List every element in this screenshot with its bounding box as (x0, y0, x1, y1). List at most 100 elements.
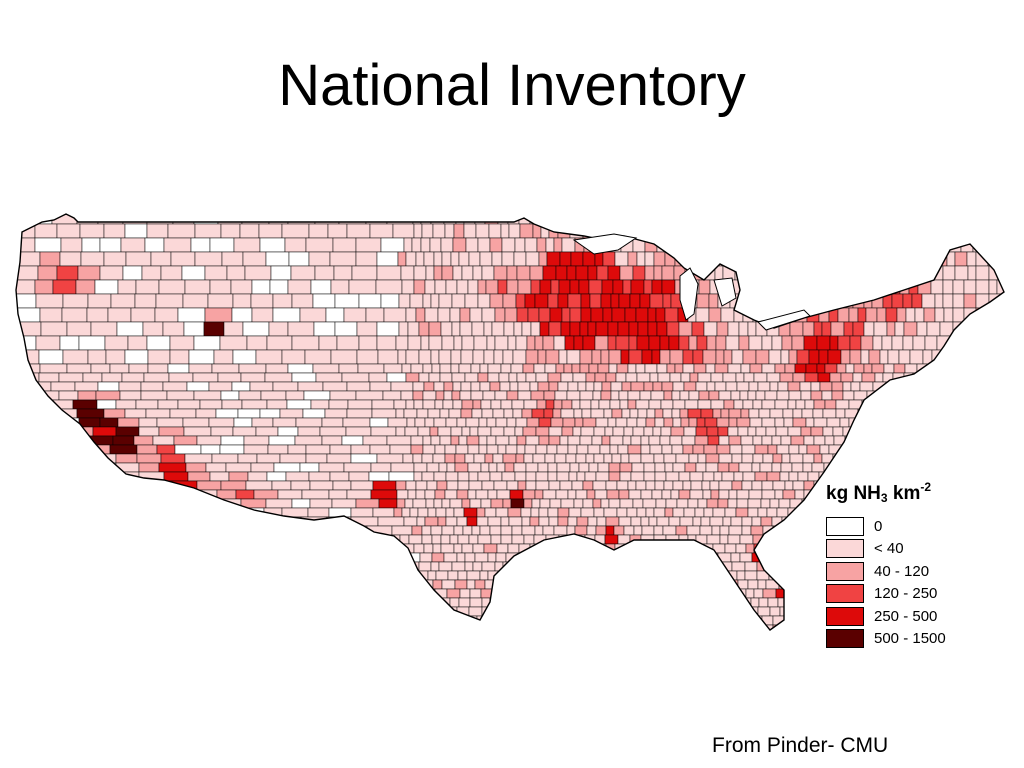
county-cell (558, 579, 570, 590)
county-cell (203, 570, 230, 581)
county-cell (497, 597, 511, 608)
county-cell (426, 615, 438, 626)
county-cell (676, 543, 686, 554)
county-cell (1001, 624, 1004, 630)
county-cell (641, 525, 655, 536)
county-cell (544, 588, 554, 599)
county-cell (279, 453, 307, 464)
county-cell (519, 606, 533, 617)
county-cell (742, 471, 756, 482)
county-cell (781, 516, 796, 527)
county-cell (635, 615, 650, 626)
county-cell (546, 251, 561, 267)
county-cell (664, 507, 674, 518)
county-cell (350, 453, 378, 464)
county-cell (714, 570, 727, 581)
county-cell (437, 516, 447, 527)
county-cell (358, 634, 383, 640)
county-cell (483, 349, 495, 365)
county-cell (636, 507, 647, 518)
county-cell (807, 471, 820, 482)
county-cell (654, 408, 664, 419)
county-cell (806, 588, 821, 599)
county-cell (511, 399, 525, 410)
county-cell (728, 435, 742, 446)
county-cell (562, 417, 576, 428)
county-cell (608, 471, 621, 482)
county-cell (412, 381, 425, 392)
county-cell (561, 634, 573, 640)
county-cell (571, 363, 581, 374)
county-cell (430, 597, 441, 608)
county-cell (553, 525, 568, 536)
county-cell (589, 293, 602, 309)
county-cell (747, 579, 759, 590)
county-cell (513, 588, 526, 599)
county-cell (566, 390, 581, 401)
county-cell (368, 471, 390, 482)
county-cell (425, 498, 435, 509)
county-cell (843, 279, 853, 295)
county-cell (16, 552, 39, 563)
county-cell (39, 307, 63, 323)
county-cell (385, 561, 407, 572)
county-cell (755, 390, 766, 401)
county-cell (642, 498, 657, 509)
county-cell (416, 408, 429, 419)
county-cell (395, 426, 406, 437)
county-cell (799, 237, 813, 253)
county-cell (749, 417, 763, 428)
county-cell (592, 390, 602, 401)
county-cell (478, 444, 488, 455)
county-cell (424, 279, 436, 295)
county-cell (641, 624, 656, 630)
county-cell (142, 321, 164, 337)
county-cell (183, 543, 212, 554)
county-cell (243, 444, 269, 455)
county-cell (646, 223, 659, 239)
county-cell (874, 390, 886, 401)
county-cell (766, 471, 781, 482)
county-cell (607, 624, 621, 630)
legend-label: 250 - 500 (874, 607, 938, 625)
county-cell (629, 408, 639, 419)
county-cell (772, 453, 783, 464)
county-cell (393, 399, 407, 410)
county-cell (529, 579, 541, 590)
county-cell (655, 307, 666, 323)
county-cell (515, 624, 529, 630)
county-cell (403, 237, 413, 253)
county-cell (837, 335, 851, 351)
county-cell (736, 381, 750, 392)
county-cell (38, 349, 64, 365)
county-cell (530, 279, 541, 295)
county-cell (376, 265, 402, 281)
county-cell (124, 223, 148, 239)
county-cell (902, 408, 915, 419)
county-cell (517, 552, 531, 563)
county-cell (710, 214, 725, 225)
county-cell (492, 588, 502, 599)
county-cell (401, 279, 415, 295)
county-cell (701, 480, 711, 491)
county-cell (794, 363, 807, 374)
county-cell (358, 293, 382, 309)
county-cell (423, 251, 435, 267)
county-cell (405, 251, 417, 267)
county-cell (452, 265, 463, 281)
county-cell (92, 561, 116, 572)
county-cell (831, 381, 844, 392)
county-cell (604, 579, 614, 590)
county-cell (891, 293, 904, 309)
county-cell (464, 561, 474, 572)
county-cell (246, 335, 268, 351)
county-cell (253, 588, 280, 599)
county-cell (1008, 580, 1010, 589)
county-cell (229, 543, 250, 554)
county-cell (277, 489, 303, 500)
county-cell (270, 265, 292, 281)
county-cell (717, 426, 729, 437)
county-cell (296, 543, 321, 554)
county-cell (88, 534, 113, 545)
county-cell (661, 279, 676, 295)
